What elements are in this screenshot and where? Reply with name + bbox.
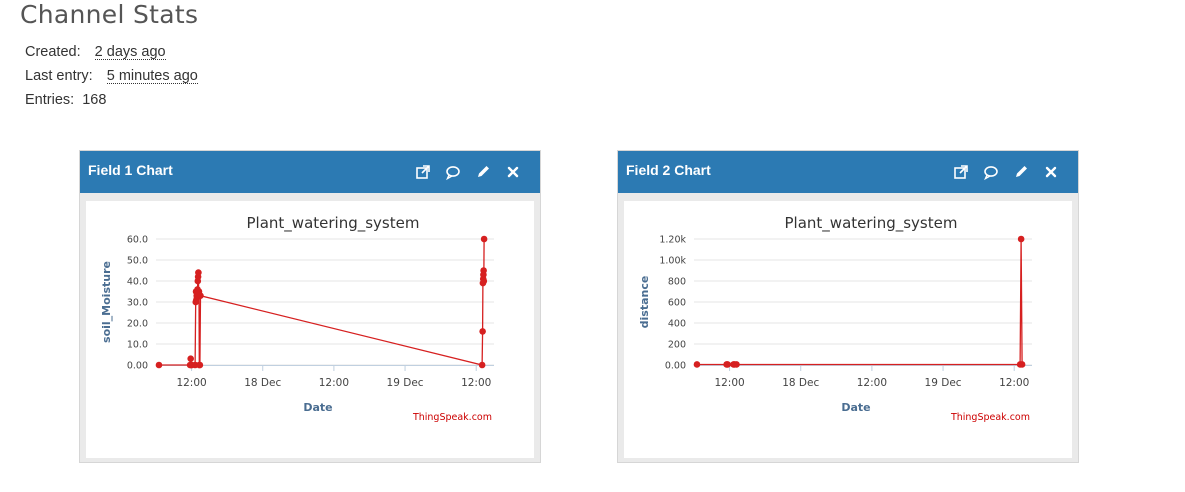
close-icon[interactable]: [504, 163, 522, 181]
data-point: [187, 355, 194, 362]
stat-created: Created: 2 days ago: [25, 40, 198, 64]
y-tick-label: 20.0: [127, 319, 148, 330]
y-tick-label: 40.0: [127, 277, 148, 288]
panel-title: Field 2 Chart: [626, 162, 711, 178]
panel-icons: [952, 163, 1060, 181]
field-2-chart-panel: Field 2 Chart Plant_watering_system 0.00 2…: [617, 150, 1079, 463]
panel-title: Field 1 Chart: [88, 162, 173, 178]
y-tick-label: 1.00k: [659, 256, 686, 267]
chart-credit: ThingSpeak.com: [950, 412, 1030, 423]
chart-title: Plant_watering_system: [785, 214, 958, 233]
y-tick-label: 50.0: [127, 256, 148, 267]
chart-title: Plant_watering_system: [247, 214, 420, 233]
y-tick-label: 0.00: [665, 361, 686, 372]
stat-label: Created:: [25, 44, 81, 60]
x-tick-label: 18 Dec: [782, 377, 819, 389]
stat-label: Last entry:: [25, 68, 93, 84]
y-tick-label: 10.0: [127, 340, 148, 351]
x-tick-label: 12:00: [461, 377, 491, 389]
data-point: [197, 292, 204, 299]
data-point: [693, 361, 701, 368]
x-tick-label: 12:00: [857, 377, 887, 389]
page-title: Channel Stats: [20, 0, 199, 29]
comment-icon[interactable]: [444, 163, 462, 181]
y-tick-label: 600: [668, 298, 686, 309]
chart-area: Plant_watering_system 0.00 200 400 600 800 1.0…: [624, 201, 1072, 458]
x-tick-label: 12:00: [714, 377, 744, 389]
data-point: [479, 328, 486, 335]
x-axis-label: Date: [841, 401, 870, 414]
data-point: [480, 277, 488, 285]
y-axis-label: distance: [638, 276, 651, 329]
y-axis-label: soil_Moisture: [100, 261, 113, 343]
panel-icons: [414, 163, 522, 181]
data-point: [1018, 361, 1026, 368]
data-point: [733, 361, 740, 368]
panel-header: Field 2 Chart: [618, 151, 1078, 193]
x-tick-label: 19 Dec: [387, 377, 424, 389]
x-tick-label: 12:00: [319, 377, 349, 389]
chart-area: Plant_watering_system 0.00 10.0 20.0 30.0 40.…: [86, 201, 534, 458]
field-1-chart: Plant_watering_system 0.00 10.0 20.0 30.0 40.…: [100, 214, 494, 423]
chart-credit: ThingSpeak.com: [412, 412, 492, 423]
y-tick-label: 200: [668, 340, 686, 351]
y-tick-label: 1.20k: [659, 235, 686, 246]
data-point: [724, 361, 731, 368]
data-point: [155, 361, 163, 369]
comment-icon[interactable]: [982, 163, 1000, 181]
data-point: [195, 269, 202, 276]
panel-header: Field 1 Chart: [80, 151, 540, 193]
field-2-chart: Plant_watering_system 0.00 200 400 600 800 1.0…: [638, 214, 1032, 423]
channel-stats: Created: 2 days ago Last entry: 5 minute…: [25, 40, 198, 112]
y-tick-label: 800: [668, 277, 686, 288]
data-point: [1017, 235, 1025, 243]
external-link-icon[interactable]: [414, 163, 432, 181]
field-1-chart-panel: Field 1 Chart Plant_watering_system 0.00 1…: [79, 150, 541, 463]
external-link-icon[interactable]: [952, 163, 970, 181]
stat-value: 2 days ago: [94, 44, 166, 60]
data-point: [480, 235, 488, 243]
stat-value: 168: [82, 92, 107, 108]
x-axis-label: Date: [303, 401, 332, 414]
stat-last-entry: Last entry: 5 minutes ago: [25, 64, 198, 88]
x-tick-label: 12:00: [176, 377, 206, 389]
y-tick-label: 60.0: [127, 235, 148, 246]
pencil-icon[interactable]: [474, 163, 492, 181]
y-tick-label: 0.00: [127, 361, 148, 372]
y-tick-label: 400: [668, 319, 686, 330]
stat-entries: Entries: 168: [25, 88, 198, 112]
data-point: [480, 267, 487, 274]
data-point: [196, 361, 204, 369]
pencil-icon[interactable]: [1012, 163, 1030, 181]
stat-value: 5 minutes ago: [106, 68, 198, 84]
data-point: [478, 361, 486, 369]
y-tick-label: 30.0: [127, 298, 148, 309]
x-tick-label: 18 Dec: [244, 377, 281, 389]
x-tick-label: 19 Dec: [925, 377, 962, 389]
close-icon[interactable]: [1042, 163, 1060, 181]
x-tick-label: 12:00: [999, 377, 1029, 389]
stat-label: Entries:: [25, 92, 75, 108]
